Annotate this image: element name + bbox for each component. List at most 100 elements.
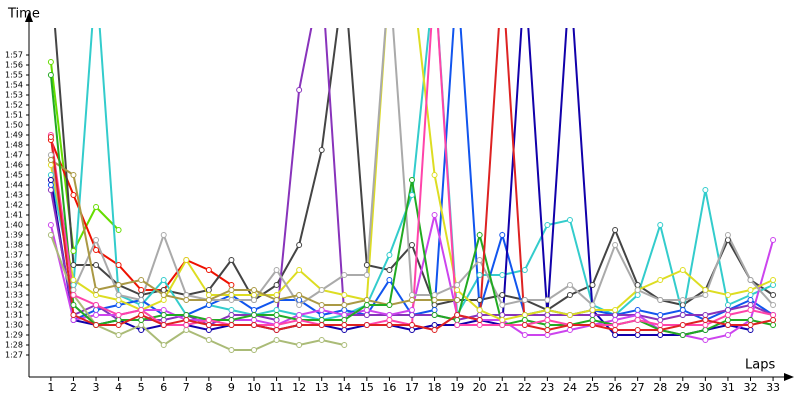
data-point bbox=[70, 262, 77, 268]
y-tick-label: 1:31 bbox=[5, 311, 23, 320]
data-point bbox=[296, 297, 303, 303]
data-point bbox=[296, 242, 303, 248]
data-point bbox=[747, 277, 754, 283]
data-point bbox=[205, 302, 212, 308]
data-point bbox=[251, 297, 258, 303]
data-point bbox=[273, 317, 280, 323]
data-point bbox=[770, 322, 777, 328]
data-point bbox=[115, 227, 122, 233]
data-point bbox=[657, 317, 664, 323]
data-point bbox=[544, 222, 551, 228]
x-tick-label: 8 bbox=[205, 381, 212, 394]
data-point bbox=[115, 332, 122, 338]
y-tick-label: 1:33 bbox=[5, 291, 23, 300]
data-point bbox=[386, 267, 393, 273]
series-line bbox=[49, 234, 345, 351]
x-tick-label: 7 bbox=[183, 381, 190, 394]
series-line bbox=[49, 28, 774, 307]
x-tick-label: 30 bbox=[698, 381, 712, 394]
x-tick-label: 31 bbox=[721, 381, 735, 394]
data-point bbox=[408, 192, 415, 198]
data-point bbox=[747, 322, 754, 328]
data-point bbox=[770, 237, 777, 243]
x-tick-label: 25 bbox=[586, 381, 600, 394]
data-point bbox=[657, 332, 664, 338]
data-point bbox=[431, 307, 438, 313]
data-point bbox=[138, 302, 145, 308]
data-point bbox=[138, 327, 145, 333]
data-point bbox=[612, 227, 619, 233]
data-point bbox=[138, 322, 145, 328]
data-point bbox=[657, 222, 664, 228]
series-line bbox=[49, 28, 774, 327]
data-point bbox=[408, 177, 415, 183]
data-point bbox=[544, 317, 551, 323]
data-point bbox=[657, 277, 664, 283]
data-point bbox=[702, 287, 709, 293]
data-point bbox=[386, 302, 393, 308]
data-point bbox=[657, 297, 664, 303]
data-point bbox=[499, 312, 506, 318]
data-point bbox=[160, 232, 167, 238]
data-point bbox=[612, 312, 619, 318]
data-point bbox=[93, 262, 100, 268]
y-tick-label: 1:51 bbox=[5, 111, 23, 120]
data-point bbox=[363, 272, 370, 278]
data-point bbox=[93, 237, 100, 243]
data-point bbox=[612, 242, 619, 248]
data-point bbox=[318, 302, 325, 308]
x-axis-arrow bbox=[784, 373, 794, 381]
data-point bbox=[115, 317, 122, 323]
data-point bbox=[205, 337, 212, 343]
data-point bbox=[454, 312, 461, 318]
y-tick-label: 1:36 bbox=[5, 261, 23, 270]
data-point bbox=[521, 317, 528, 323]
y-tick-label: 1:50 bbox=[5, 121, 23, 130]
data-point bbox=[499, 317, 506, 323]
data-point bbox=[431, 312, 438, 318]
data-point bbox=[47, 187, 54, 193]
data-point bbox=[318, 307, 325, 313]
data-point bbox=[138, 312, 145, 318]
x-tick-label: 21 bbox=[495, 381, 509, 394]
data-point bbox=[770, 302, 777, 308]
data-point bbox=[296, 267, 303, 273]
x-tick-label: 23 bbox=[540, 381, 554, 394]
data-point bbox=[431, 302, 438, 308]
data-point bbox=[47, 172, 54, 178]
y-tick-label: 1:52 bbox=[5, 101, 23, 110]
data-point bbox=[612, 332, 619, 338]
data-point bbox=[476, 307, 483, 313]
data-point bbox=[679, 332, 686, 338]
data-point bbox=[634, 307, 641, 313]
data-point bbox=[296, 292, 303, 298]
data-point bbox=[386, 312, 393, 318]
plot-area bbox=[47, 28, 777, 353]
data-point bbox=[138, 317, 145, 323]
series-line bbox=[49, 28, 774, 332]
data-point bbox=[93, 287, 100, 293]
data-point bbox=[476, 297, 483, 303]
data-point bbox=[228, 287, 235, 293]
y-tick-label: 1:30 bbox=[5, 321, 23, 330]
data-point bbox=[138, 277, 145, 283]
data-point bbox=[251, 322, 258, 328]
data-point bbox=[589, 302, 596, 308]
data-point bbox=[612, 307, 619, 313]
data-point bbox=[544, 297, 551, 303]
data-point bbox=[318, 147, 325, 153]
data-point bbox=[273, 312, 280, 318]
x-tick-label: 12 bbox=[292, 381, 306, 394]
y-tick-label: 1:55 bbox=[5, 71, 23, 80]
data-point bbox=[318, 337, 325, 343]
x-tick-label: 29 bbox=[676, 381, 690, 394]
x-tick-label: 22 bbox=[518, 381, 532, 394]
x-tick-label: 3 bbox=[93, 381, 100, 394]
data-point bbox=[589, 307, 596, 313]
data-point bbox=[183, 297, 190, 303]
data-point bbox=[724, 232, 731, 238]
data-point bbox=[386, 252, 393, 258]
data-point bbox=[93, 247, 100, 253]
data-point bbox=[115, 292, 122, 298]
